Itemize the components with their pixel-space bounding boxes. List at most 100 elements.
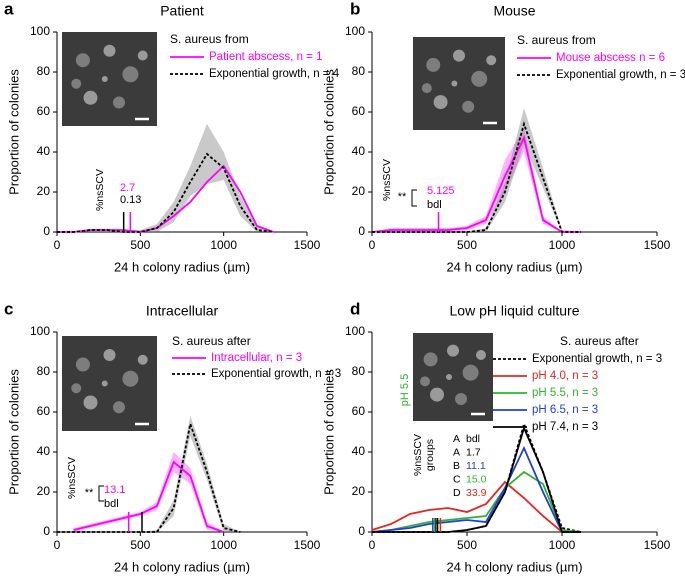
y-axis-label: Proportion of colonies [321,369,336,495]
y-tick-label: 60 [352,404,366,418]
colony [83,395,98,410]
panel-letter: a [4,0,14,18]
nsscv-value: bdl [427,199,442,211]
y-tick-label: 80 [352,64,366,78]
panel-letter: d [350,299,360,318]
colony [103,349,116,361]
y-tick-label: 80 [352,364,366,378]
x-tick-label: 1000 [210,238,237,252]
x-tick-label: 0 [54,538,61,552]
nsscv-value: 15.0 [466,473,487,485]
colony [101,380,108,387]
x-axis-label: 24 h colony radius (µm) [446,559,582,574]
series-line [57,152,274,233]
colony [462,100,475,113]
nsscv-label: %nsSCV [66,457,78,499]
legend-label: pH 7.4, n = 3 [532,421,598,433]
series-line [371,445,581,533]
nsscv-label: %nsSCV [381,159,393,201]
legend-title: S. aureus from [170,32,249,46]
bracket [98,485,104,502]
colony [83,90,98,105]
nsscv-value: 5.125 [427,185,455,197]
colony [455,393,467,405]
y-tick-label: 0 [358,524,365,538]
y-tick-label: 80 [37,364,51,378]
y-tick-label: 40 [352,144,366,158]
x-tick-label: 1500 [294,538,321,552]
group-letter: A [453,433,460,445]
series-line [73,460,224,533]
y-tick-label: 40 [37,144,51,158]
colony [453,49,465,62]
legend-label: Exponential growth, n = 4 [209,68,340,80]
nsscv-sublabel: groups [424,439,436,471]
nsscv-value: 13.1 [104,484,125,496]
legend-label: Exponential growth, n = 3 [532,353,662,365]
x-tick-label: 500 [457,238,477,252]
y-tick-label: 60 [352,104,366,118]
colony [486,55,497,66]
colony [113,401,125,414]
x-tick-label: 1500 [644,238,671,252]
nsscv-value: 0.13 [120,194,141,206]
y-tick-label: 100 [345,324,365,338]
y-tick-label: 20 [37,484,51,498]
error-band [372,128,581,232]
legend-label: Mouse abscess n = 6 [556,52,665,64]
nsscv-value: 33.9 [466,487,487,499]
colony [137,354,148,365]
series-line [372,425,581,533]
nsscv-value: 2.7 [120,182,135,194]
x-tick-label: 500 [130,538,150,552]
nsscv-label: %nsSCV [94,169,106,211]
x-tick-label: 1500 [294,238,321,252]
colony [71,383,82,394]
y-tick-label: 40 [352,444,366,458]
legend-label: pH 4.0, n = 3 [532,370,598,382]
colony [122,370,139,387]
series-line [57,420,241,533]
colony [71,78,82,89]
y-tick-label: 0 [43,224,50,238]
y-axis-label: Proportion of colonies [6,69,21,195]
nsscv-value: 1.7 [466,446,481,458]
colony [476,350,486,360]
colony [462,364,479,381]
y-tick-label: 60 [37,404,51,418]
legend-label: pH 5.5, n = 3 [532,387,598,399]
series-line [371,135,581,233]
colony [75,53,90,68]
chart-title: Intracellular [146,303,219,319]
y-tick-label: 20 [37,184,51,198]
colony [103,44,116,57]
x-axis-label: 24 h colony radius (µm) [114,259,250,274]
x-tick-label: 500 [130,238,150,252]
y-tick-label: 100 [30,24,50,38]
colony [122,66,139,83]
y-tick-label: 40 [37,444,51,458]
legend-label: Intracellular, n = 3 [211,352,302,364]
legend-label: pH 6.5, n = 3 [532,404,598,416]
inset-label: pH 5.5 [399,374,411,406]
colony [101,76,108,82]
y-tick-label: 100 [345,24,365,38]
y-tick-label: 100 [30,324,50,338]
x-tick-label: 1000 [210,538,237,552]
nsscv-value: bdl [466,433,480,445]
group-letter: B [453,460,460,472]
colony [451,80,458,87]
significance: ** [85,487,94,499]
legend-label: Exponential growth, n = 3 [211,368,341,380]
group-letter: C [453,473,461,485]
y-tick-label: 80 [37,64,51,78]
bracket [411,189,417,207]
colony [137,50,148,61]
colony [75,357,90,372]
series-line [371,480,581,533]
error-band [57,124,274,232]
x-tick-label: 1000 [549,538,576,552]
legend-title: S. aureus from [517,33,596,47]
